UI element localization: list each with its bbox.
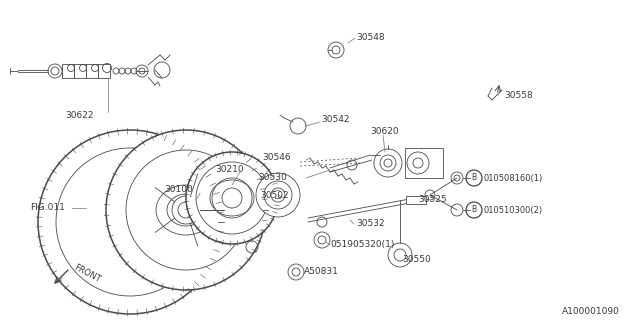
Text: B: B	[472, 173, 477, 182]
Text: 30525: 30525	[418, 196, 447, 204]
Circle shape	[38, 130, 222, 314]
Circle shape	[256, 173, 300, 217]
Circle shape	[106, 130, 266, 290]
Text: 051905320(1): 051905320(1)	[330, 241, 394, 250]
Text: B: B	[472, 205, 477, 214]
Text: 30210: 30210	[215, 165, 244, 174]
Text: A50831: A50831	[304, 268, 339, 276]
Text: FRONT: FRONT	[72, 263, 102, 285]
Text: 30502: 30502	[260, 191, 289, 201]
Text: 30532: 30532	[356, 220, 385, 228]
Text: 30550: 30550	[402, 255, 431, 265]
Text: 30100: 30100	[164, 186, 193, 195]
Bar	[406, 196, 426, 204]
Bar	[86, 64, 98, 78]
Text: 30548: 30548	[356, 33, 385, 42]
Bar	[98, 64, 110, 78]
Text: 30620: 30620	[370, 127, 399, 137]
Bar	[62, 64, 74, 78]
Text: FIG.011: FIG.011	[30, 204, 65, 212]
Bar	[405, 148, 443, 178]
Circle shape	[186, 152, 278, 244]
Text: 010510300(2): 010510300(2)	[484, 205, 543, 214]
Text: 30546: 30546	[262, 154, 291, 163]
Text: 30558: 30558	[504, 91, 532, 100]
Text: 30542: 30542	[321, 116, 349, 124]
Text: 010508160(1): 010508160(1)	[484, 173, 543, 182]
Text: 30622: 30622	[66, 110, 94, 119]
Text: 30530: 30530	[258, 173, 287, 182]
Bar	[74, 64, 86, 78]
Text: A100001090: A100001090	[562, 308, 620, 316]
